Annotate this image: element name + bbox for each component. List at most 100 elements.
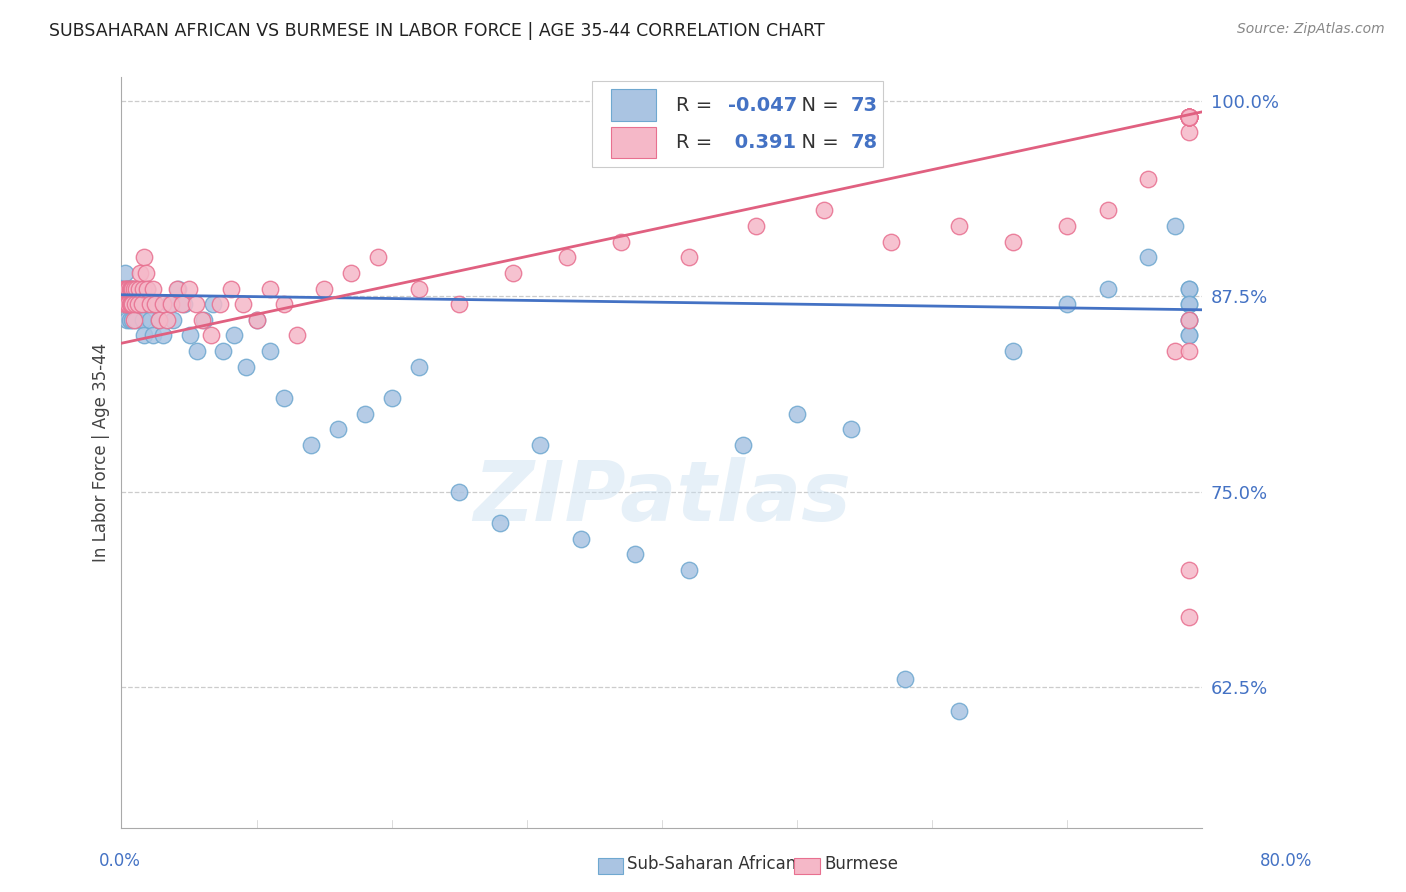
- Text: Source: ZipAtlas.com: Source: ZipAtlas.com: [1237, 22, 1385, 37]
- Text: 80.0%: 80.0%: [1260, 852, 1313, 870]
- Point: [112, 281, 135, 295]
- Point: [1177, 110, 1199, 124]
- Point: [285, 328, 308, 343]
- Point: [117, 281, 139, 295]
- Point: [128, 281, 150, 295]
- Point: [125, 281, 148, 295]
- Point: [120, 297, 142, 311]
- FancyBboxPatch shape: [612, 127, 657, 159]
- Point: [122, 313, 145, 327]
- Point: [134, 328, 156, 343]
- Point: [184, 297, 207, 311]
- Text: N =: N =: [789, 133, 845, 153]
- Point: [141, 328, 163, 343]
- Point: [121, 313, 143, 327]
- Point: [136, 281, 159, 295]
- Point: [222, 328, 245, 343]
- Point: [131, 281, 153, 295]
- Point: [166, 281, 188, 295]
- FancyBboxPatch shape: [612, 89, 657, 121]
- Point: [449, 297, 471, 311]
- Point: [219, 281, 242, 295]
- Point: [1177, 610, 1199, 624]
- Point: [299, 438, 322, 452]
- Text: Sub-Saharan Africans: Sub-Saharan Africans: [627, 855, 806, 873]
- Point: [211, 344, 233, 359]
- Point: [340, 266, 363, 280]
- Point: [202, 297, 225, 311]
- Point: [610, 235, 633, 249]
- Point: [408, 359, 430, 374]
- Point: [167, 281, 190, 295]
- Point: [193, 313, 215, 327]
- Point: [1177, 110, 1199, 124]
- Point: [381, 391, 404, 405]
- Point: [745, 219, 768, 233]
- Point: [118, 313, 141, 327]
- Point: [1177, 313, 1199, 327]
- Point: [353, 407, 375, 421]
- Point: [173, 297, 195, 311]
- Point: [118, 281, 141, 295]
- Point: [232, 297, 254, 311]
- Point: [1177, 110, 1199, 124]
- Point: [1177, 110, 1199, 124]
- Point: [120, 281, 142, 295]
- Point: [1177, 281, 1199, 295]
- Point: [1137, 172, 1160, 186]
- Point: [1002, 344, 1025, 359]
- Text: 0.391: 0.391: [728, 133, 796, 153]
- Point: [1137, 250, 1160, 264]
- Point: [839, 422, 862, 436]
- Point: [114, 297, 136, 311]
- Point: [894, 673, 917, 687]
- Point: [1164, 219, 1187, 233]
- Point: [948, 704, 970, 718]
- Point: [143, 297, 166, 311]
- Point: [134, 250, 156, 264]
- Point: [1177, 344, 1199, 359]
- Point: [127, 297, 149, 311]
- Point: [129, 266, 152, 280]
- Y-axis label: In Labor Force | Age 35-44: In Labor Force | Age 35-44: [93, 343, 110, 562]
- Point: [1177, 110, 1199, 124]
- Point: [312, 281, 335, 295]
- Text: R =: R =: [676, 133, 718, 153]
- Point: [408, 281, 430, 295]
- Point: [245, 313, 267, 327]
- FancyBboxPatch shape: [592, 81, 883, 168]
- Point: [880, 235, 903, 249]
- Point: [122, 297, 145, 311]
- Point: [1097, 203, 1119, 218]
- Point: [135, 297, 157, 311]
- Point: [118, 297, 141, 311]
- Point: [186, 344, 208, 359]
- Point: [1177, 281, 1199, 295]
- Point: [245, 313, 267, 327]
- Point: [177, 281, 200, 295]
- Point: [1177, 297, 1199, 311]
- Point: [136, 281, 159, 295]
- Point: [209, 297, 232, 311]
- Point: [1164, 344, 1187, 359]
- Point: [1177, 110, 1199, 124]
- Point: [152, 297, 174, 311]
- Point: [273, 297, 295, 311]
- Point: [191, 313, 214, 327]
- Point: [127, 297, 149, 311]
- Point: [502, 266, 524, 280]
- Point: [121, 297, 143, 311]
- Point: [1056, 219, 1078, 233]
- Point: [112, 281, 135, 295]
- Point: [156, 313, 179, 327]
- Point: [1177, 110, 1199, 124]
- Point: [115, 281, 138, 295]
- Point: [259, 281, 281, 295]
- Text: ZIPatlas: ZIPatlas: [472, 458, 851, 538]
- Point: [172, 297, 194, 311]
- Point: [131, 297, 153, 311]
- Text: N =: N =: [789, 95, 845, 115]
- Point: [367, 250, 389, 264]
- Text: Burmese: Burmese: [824, 855, 898, 873]
- Point: [948, 219, 970, 233]
